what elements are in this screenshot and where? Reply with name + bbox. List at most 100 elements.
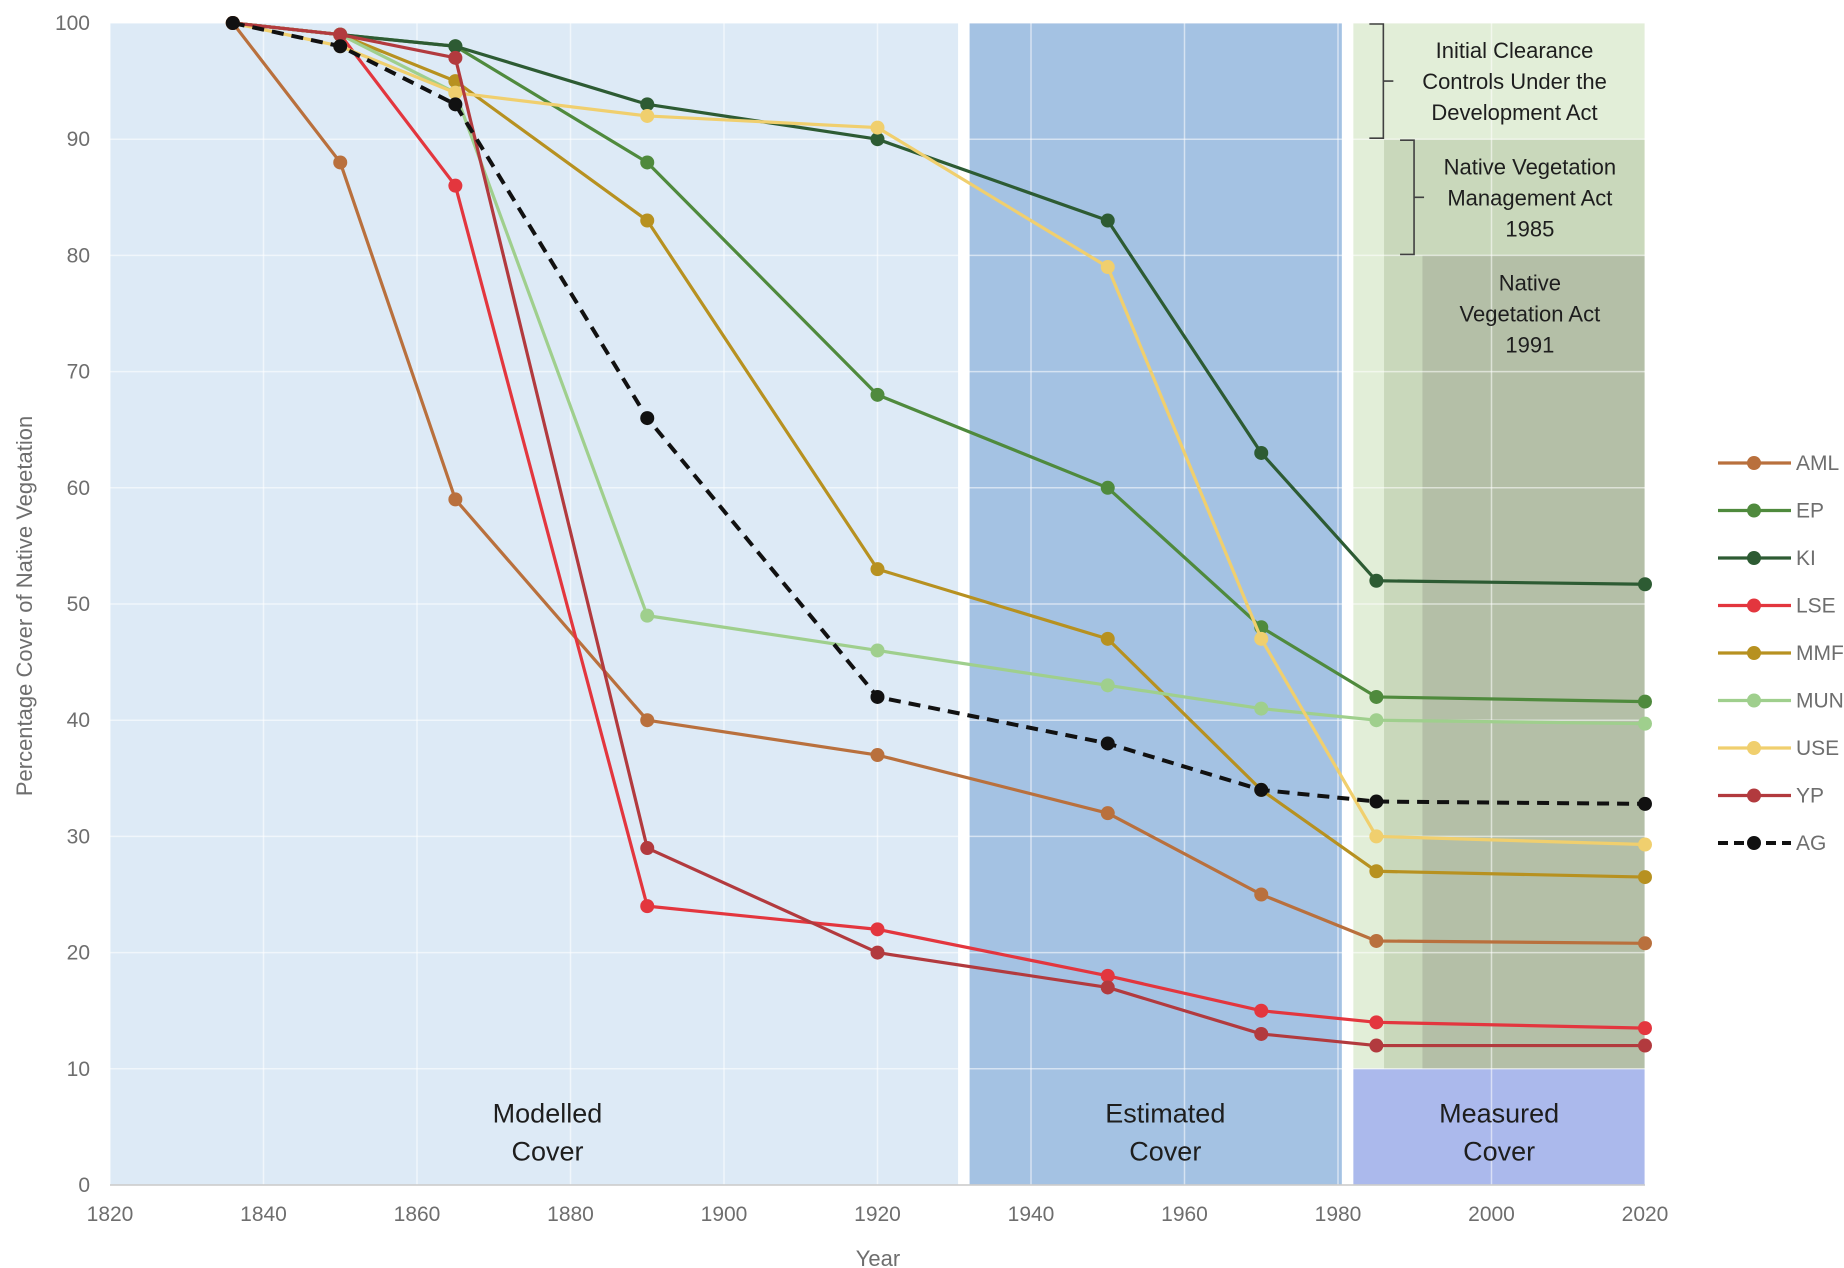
series-point xyxy=(640,899,655,914)
series-point xyxy=(1100,480,1115,495)
legend-swatch-marker xyxy=(1747,788,1761,803)
series-point xyxy=(870,120,885,135)
legend-swatch-marker xyxy=(1747,503,1761,518)
legend-item-lse: LSE xyxy=(1718,595,1836,618)
series-point xyxy=(1638,870,1652,885)
series-point xyxy=(640,411,655,426)
x-tick-label: 2000 xyxy=(1468,1203,1515,1226)
act-annotation-line: Vegetation Act xyxy=(1460,302,1601,327)
series-point xyxy=(333,27,348,42)
series-point xyxy=(870,643,885,658)
series-point xyxy=(1369,573,1384,588)
series-point xyxy=(640,713,655,728)
zone-label-line: Estimated xyxy=(1105,1099,1225,1129)
series-point xyxy=(1638,936,1652,951)
legend-item-yp: YP xyxy=(1718,785,1824,808)
series-mmf xyxy=(225,16,1652,885)
series-point xyxy=(448,39,463,54)
y-tick-label: 100 xyxy=(55,12,90,35)
series-point xyxy=(1254,631,1269,646)
series-point xyxy=(1100,736,1115,751)
legend-label: YP xyxy=(1796,785,1824,808)
legend-item-ep: EP xyxy=(1718,500,1824,523)
act-bracket xyxy=(1369,23,1394,139)
series-point xyxy=(1638,577,1652,592)
x-tick-label: 2020 xyxy=(1622,1203,1669,1226)
x-tick-label: 1920 xyxy=(854,1203,901,1226)
act-annotation-line: Management Act xyxy=(1447,185,1612,210)
series-point xyxy=(1100,980,1115,995)
y-tick-label: 20 xyxy=(67,942,90,965)
x-axis-title: Year xyxy=(856,1246,900,1268)
legend-swatch-marker xyxy=(1747,551,1761,565)
gridlines xyxy=(109,22,1646,1186)
series-point xyxy=(1369,1038,1384,1053)
act-annotation-line: 1985 xyxy=(1505,216,1554,241)
legend-item-use: USE xyxy=(1718,737,1839,760)
zone-label-line: Modelled xyxy=(493,1099,603,1129)
series-point xyxy=(640,108,655,123)
legend-label: LSE xyxy=(1796,595,1836,618)
y-tick-label: 40 xyxy=(67,709,90,732)
series-point xyxy=(1254,1026,1269,1041)
series-point xyxy=(1100,806,1115,821)
y-tick-label: 60 xyxy=(67,477,90,500)
y-tick-label: 50 xyxy=(67,593,90,616)
legend-swatch-marker xyxy=(1747,836,1761,850)
act-annotation-line: Controls Under the xyxy=(1422,69,1607,94)
series-point xyxy=(1638,1021,1652,1036)
x-tick-label: 1940 xyxy=(1008,1203,1055,1226)
series-point xyxy=(1100,968,1115,983)
legend-label: KI xyxy=(1796,547,1816,570)
background-zone-5 xyxy=(1422,255,1645,1069)
series-point xyxy=(1254,701,1269,716)
y-tick-label: 10 xyxy=(67,1058,90,1081)
act-annotations: Initial Clearance Controls Under the Devel… xyxy=(1369,23,1616,358)
act-annotation-line: Native Vegetation xyxy=(1444,154,1616,179)
series-point xyxy=(1254,887,1269,902)
legend-item-ag: AG xyxy=(1718,832,1826,855)
series-point xyxy=(1369,933,1384,948)
series-point xyxy=(1369,713,1384,728)
series-point xyxy=(448,50,463,65)
legend-label: AML xyxy=(1796,452,1839,475)
y-tick-label: 80 xyxy=(67,244,90,267)
series-yp xyxy=(225,16,1652,1053)
series-point xyxy=(1254,445,1269,460)
legend-label: USE xyxy=(1796,737,1839,760)
series-point xyxy=(870,922,885,937)
series-point xyxy=(1100,260,1115,275)
act-annotation-line: Initial Clearance xyxy=(1436,38,1594,63)
series-point xyxy=(870,689,885,704)
series-point xyxy=(1638,716,1652,731)
series-point xyxy=(640,841,655,856)
legend-label: MUN xyxy=(1796,690,1844,713)
zone-label-line: Cover xyxy=(511,1137,583,1167)
series-point xyxy=(1638,694,1652,709)
x-tick-label: 1980 xyxy=(1315,1203,1362,1226)
series-point xyxy=(448,492,463,507)
series-point xyxy=(1638,837,1652,852)
act-annotation-line: Development Act xyxy=(1431,100,1597,125)
series-point xyxy=(1100,678,1115,693)
series-point xyxy=(1100,213,1115,228)
series-point xyxy=(448,178,463,193)
x-tick-label: 1900 xyxy=(701,1203,748,1226)
act-annotation-line: 1991 xyxy=(1505,333,1554,358)
zone-labels: Modelled Cover Estimated Cover Measured Cover xyxy=(493,1099,1560,1167)
legend-swatch-marker xyxy=(1747,646,1761,660)
legend-item-aml: AML xyxy=(1718,452,1839,475)
series-point xyxy=(448,97,463,112)
zone-label-line: Cover xyxy=(1129,1137,1201,1167)
series-point xyxy=(640,213,655,228)
series-point xyxy=(1369,829,1384,844)
series-point xyxy=(333,155,348,170)
zone-label-line: Cover xyxy=(1463,1137,1535,1167)
series-point xyxy=(1369,864,1384,879)
series-group xyxy=(225,16,1652,1053)
x-tick-label: 1860 xyxy=(394,1203,441,1226)
legend-item-mmf: MMF xyxy=(1718,642,1844,665)
series-point xyxy=(1369,689,1384,704)
y-axis-title: Percentage Cover of Native Vegetation xyxy=(12,416,37,796)
